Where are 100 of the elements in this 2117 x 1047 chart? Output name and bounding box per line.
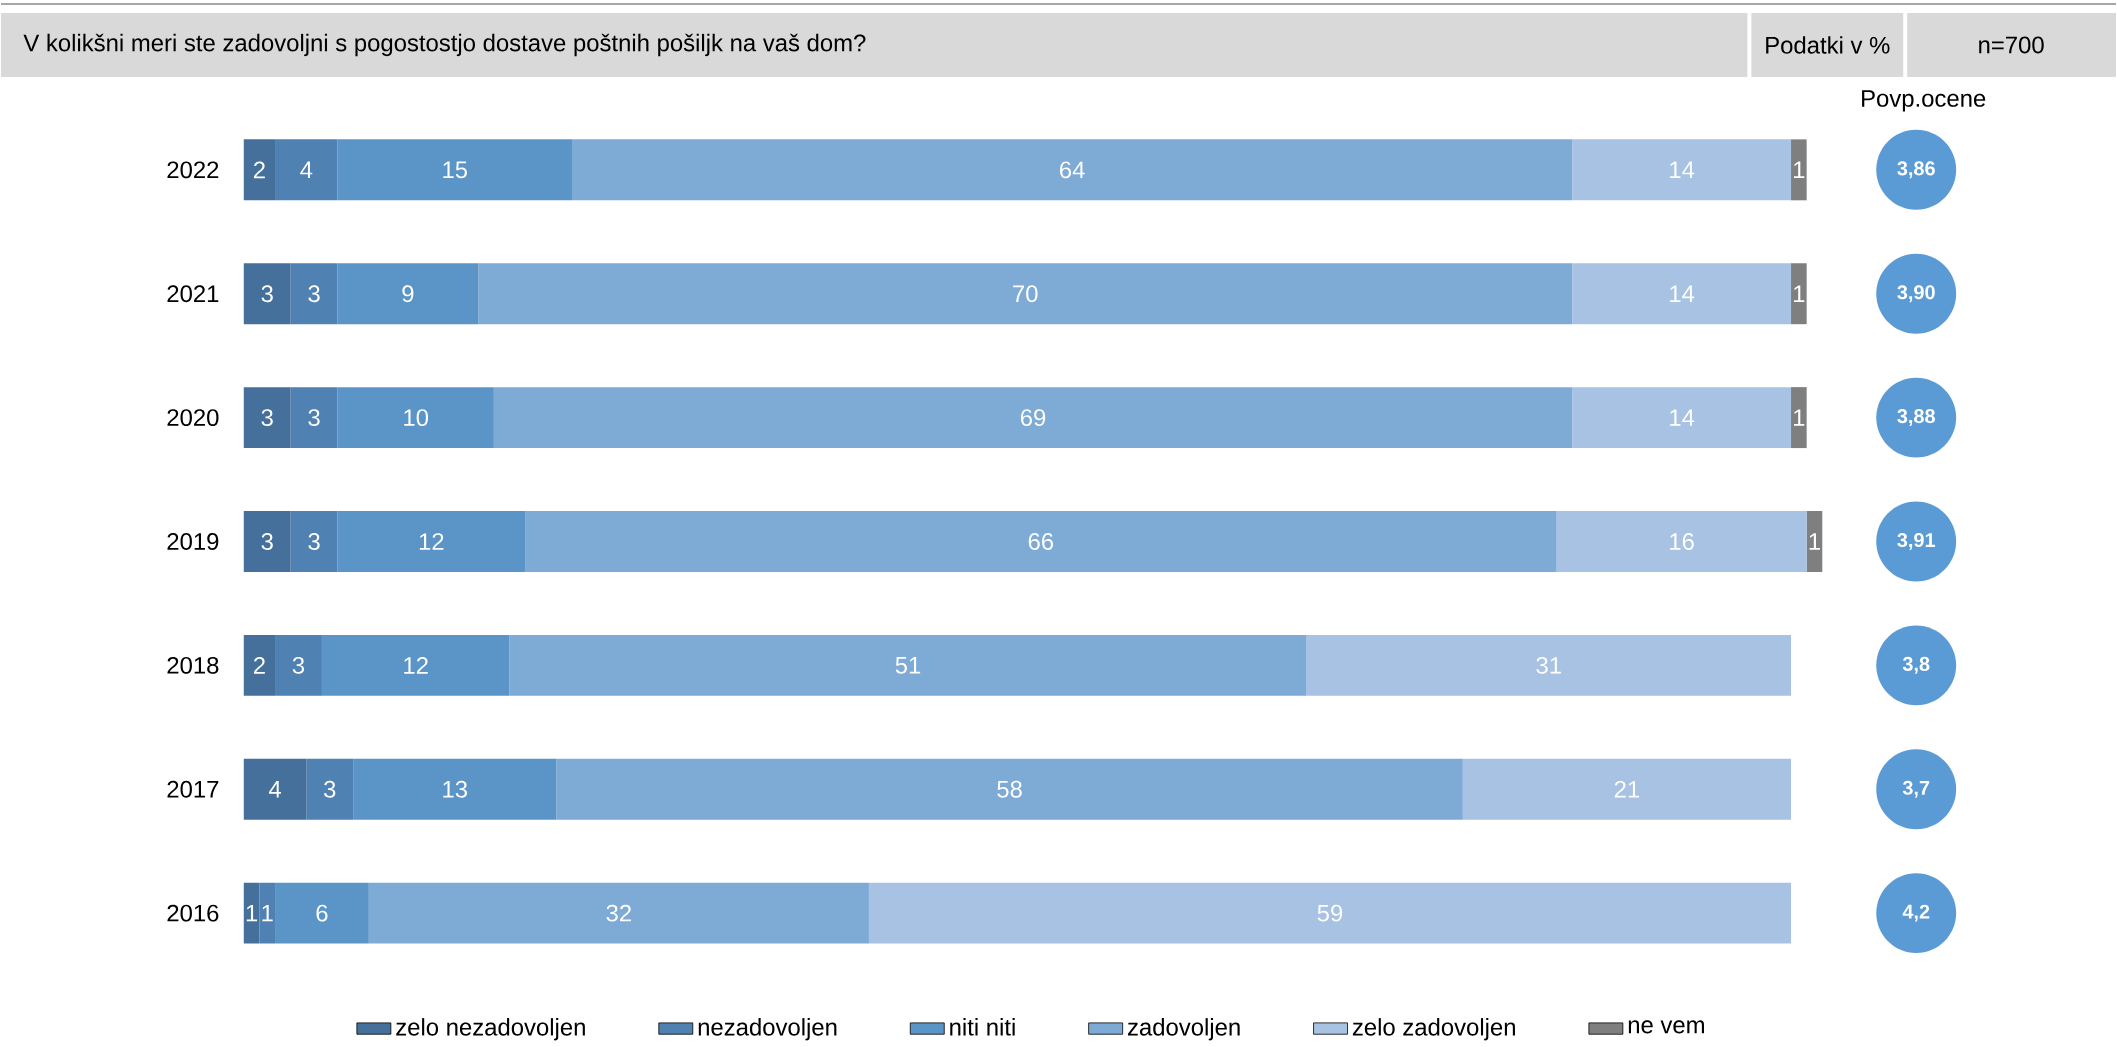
data-label: 15 (443, 161, 468, 179)
data-label: 12 (419, 533, 444, 550)
bar (1791, 263, 1807, 325)
data-label: 16 (1670, 533, 1694, 550)
data-label: 70 (1013, 285, 1038, 303)
text: 3,90 (1897, 285, 1935, 303)
text: 3,8 (1902, 656, 1930, 674)
text: 4,2 (1902, 904, 1930, 922)
data-label: 32 (606, 904, 631, 922)
bar (368, 882, 869, 944)
bar (243, 758, 307, 820)
data-label: 59 (1317, 904, 1343, 922)
y-tick-label: 2019 (167, 533, 219, 550)
data-label: 3 (308, 409, 320, 427)
bar (275, 882, 369, 944)
bar (275, 634, 322, 696)
data-label: 69 (1020, 409, 1046, 427)
bar (306, 758, 354, 820)
text: 3,86 (1897, 161, 1935, 179)
data-label: 3 (308, 533, 320, 550)
bar (243, 511, 291, 572)
bar (337, 263, 479, 325)
bar (1306, 634, 1792, 696)
bar (1806, 511, 1823, 572)
y-tick-label: 2022 (167, 161, 219, 179)
bar (259, 882, 276, 944)
data-label: 14 (1670, 409, 1695, 426)
bar (337, 139, 572, 201)
text: Podatki v % (1766, 36, 1890, 54)
data-label: 9 (402, 285, 414, 303)
data-label: 58 (997, 780, 1022, 798)
data-label: 12 (404, 657, 428, 674)
legend-label: zelo zadovoljen (1352, 1018, 1515, 1041)
bar (525, 511, 1557, 572)
y-tick-label: 2017 (167, 780, 219, 798)
data-label: 3 (261, 409, 273, 427)
data-label: 2 (253, 657, 265, 674)
bar (868, 882, 1792, 944)
bar (290, 263, 338, 325)
data-label: 4 (300, 161, 313, 179)
y-tick-label: 2021 (167, 285, 219, 303)
data-label: 10 (404, 409, 429, 427)
text: 3,91 (1897, 533, 1936, 550)
data-label: 1 (1794, 161, 1805, 179)
bar (493, 387, 1573, 449)
bar (337, 387, 494, 449)
data-label: 3 (292, 656, 305, 674)
bar (243, 882, 260, 944)
legend-label: zadovoljen (1127, 1018, 1240, 1041)
text: Povp.ocene (1862, 90, 1986, 112)
y-tick-label: 2016 (167, 904, 219, 922)
data-label: 4 (268, 781, 281, 798)
data-label: 66 (1028, 533, 1054, 550)
data-label: 21 (1614, 780, 1640, 798)
data-label: 51 (895, 657, 921, 674)
bar (321, 634, 510, 696)
legend-label: zelo nezadovoljen (396, 1018, 585, 1041)
bar (1791, 139, 1807, 201)
data-label: 6 (316, 904, 328, 922)
text: n=700 (1979, 36, 2044, 54)
text: 3,88 (1897, 409, 1935, 427)
bar (243, 387, 291, 449)
bar (1572, 263, 1792, 325)
bar (1572, 387, 1792, 449)
data-label: 1 (1794, 409, 1805, 426)
bar (243, 139, 276, 201)
bar (337, 511, 526, 572)
bar (1556, 511, 1807, 572)
data-label: 1 (262, 904, 273, 922)
bar (353, 758, 557, 820)
bar (571, 139, 1573, 201)
data-label: 1 (246, 904, 258, 922)
data-label: 2 (253, 161, 265, 179)
bar (509, 634, 1307, 696)
legend-label: ne vem (1628, 1020, 1704, 1034)
bar (1462, 758, 1792, 820)
bar (290, 511, 338, 572)
legend-label: niti niti (950, 1018, 1015, 1036)
bar (290, 387, 338, 449)
data-label: 14 (1670, 285, 1695, 302)
data-label: 31 (1536, 656, 1561, 674)
data-label: 3 (308, 285, 320, 303)
bar (556, 758, 1463, 820)
chart-title: V kolikšni meri ste zadovoljni s pogostostjo dostave poštnih pošiljk na vaš dom? (23, 33, 866, 57)
data-label: 1 (1794, 285, 1805, 302)
y-tick-label: 2018 (167, 656, 219, 674)
data-label: 13 (443, 780, 468, 798)
data-label: 3 (261, 285, 273, 303)
data-label: 64 (1060, 161, 1085, 179)
data-label: 3 (261, 533, 273, 550)
bar (478, 263, 1573, 325)
data-label: 3 (324, 780, 336, 798)
data-label: 14 (1670, 161, 1695, 179)
legend-label: nezadovoljen (698, 1018, 837, 1041)
bar (1791, 387, 1807, 449)
bar (243, 263, 291, 325)
data-label: 1 (1809, 533, 1820, 550)
text: 3,7 (1902, 780, 1930, 798)
bar (1572, 139, 1792, 201)
bar (275, 139, 338, 201)
